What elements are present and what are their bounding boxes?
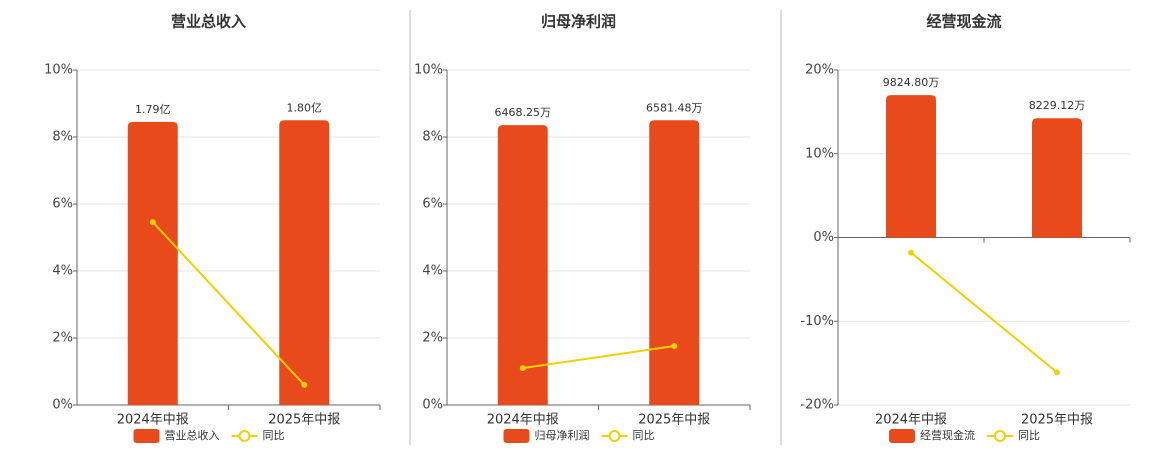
- legend-swatch: [994, 430, 1006, 442]
- bar: [497, 125, 548, 406]
- x-tick-label: 2025年中报: [1021, 413, 1093, 428]
- y-tick-label: 2%: [422, 331, 443, 346]
- legend-swatch: [889, 429, 915, 443]
- y-tick-label: 10%: [805, 146, 834, 161]
- bar: [649, 120, 700, 405]
- point: [519, 365, 526, 372]
- value-label: 1.79亿: [135, 103, 171, 116]
- bar: [127, 121, 178, 406]
- y-tick-label: 0%: [52, 398, 73, 413]
- line: [152, 221, 305, 386]
- y-tick-label: 4%: [52, 264, 73, 279]
- line: [522, 345, 675, 370]
- x-tick-label: 2024年中报: [117, 413, 189, 428]
- y-tick-label: 2%: [52, 331, 73, 346]
- x-tick-label: 2025年中报: [268, 413, 340, 428]
- legend-swatch: [503, 429, 530, 443]
- y-tick-label: -20%: [800, 398, 834, 413]
- y-tick-label: 6%: [52, 197, 73, 212]
- x-tick-label: 2024年中报: [487, 413, 559, 428]
- bar: [1032, 118, 1082, 238]
- y-tick-label: 0%: [422, 398, 443, 413]
- point: [671, 343, 678, 350]
- line: [910, 251, 1058, 374]
- y-tick-label: -10%: [800, 314, 834, 329]
- legend-swatch: [608, 430, 621, 442]
- y-tick-label: 0%: [813, 230, 834, 245]
- value-label: 9824.80万: [883, 76, 940, 89]
- bar: [279, 120, 330, 405]
- legend-label: 经营现金流: [920, 428, 975, 442]
- x-tick-label: 2024年中报: [875, 413, 947, 428]
- point: [908, 249, 914, 256]
- y-tick-label: 8%: [422, 130, 443, 145]
- legend-label: 营业总收入: [165, 428, 220, 442]
- value-label: 8229.12万: [1029, 99, 1086, 112]
- chart-title: 经营现金流: [926, 13, 1001, 31]
- y-tick-label: 10%: [44, 63, 73, 78]
- y-tick-label: 10%: [414, 63, 443, 78]
- y-tick-label: 6%: [422, 197, 443, 212]
- chart-title: 归母净利润: [541, 13, 616, 31]
- y-tick-label: 8%: [52, 130, 73, 145]
- point: [1054, 369, 1060, 376]
- point: [301, 381, 308, 388]
- y-tick-label: 4%: [422, 264, 443, 279]
- x-tick-label: 2025年中报: [638, 413, 710, 428]
- legend-label: 同比: [633, 429, 655, 442]
- chart-title: 营业总收入: [171, 13, 246, 31]
- point: [149, 219, 156, 226]
- y-tick-label: 20%: [805, 63, 834, 78]
- legend-swatch: [238, 430, 251, 442]
- bar: [886, 95, 936, 238]
- legend-label: 同比: [1018, 429, 1040, 442]
- legend-swatch: [133, 429, 160, 443]
- legend-label: 归母净利润: [535, 428, 590, 442]
- value-label: 6581.48万: [646, 101, 703, 114]
- value-label: 1.80亿: [287, 101, 323, 114]
- legend-label: 同比: [263, 429, 285, 442]
- value-label: 6468.25万: [495, 106, 552, 119]
